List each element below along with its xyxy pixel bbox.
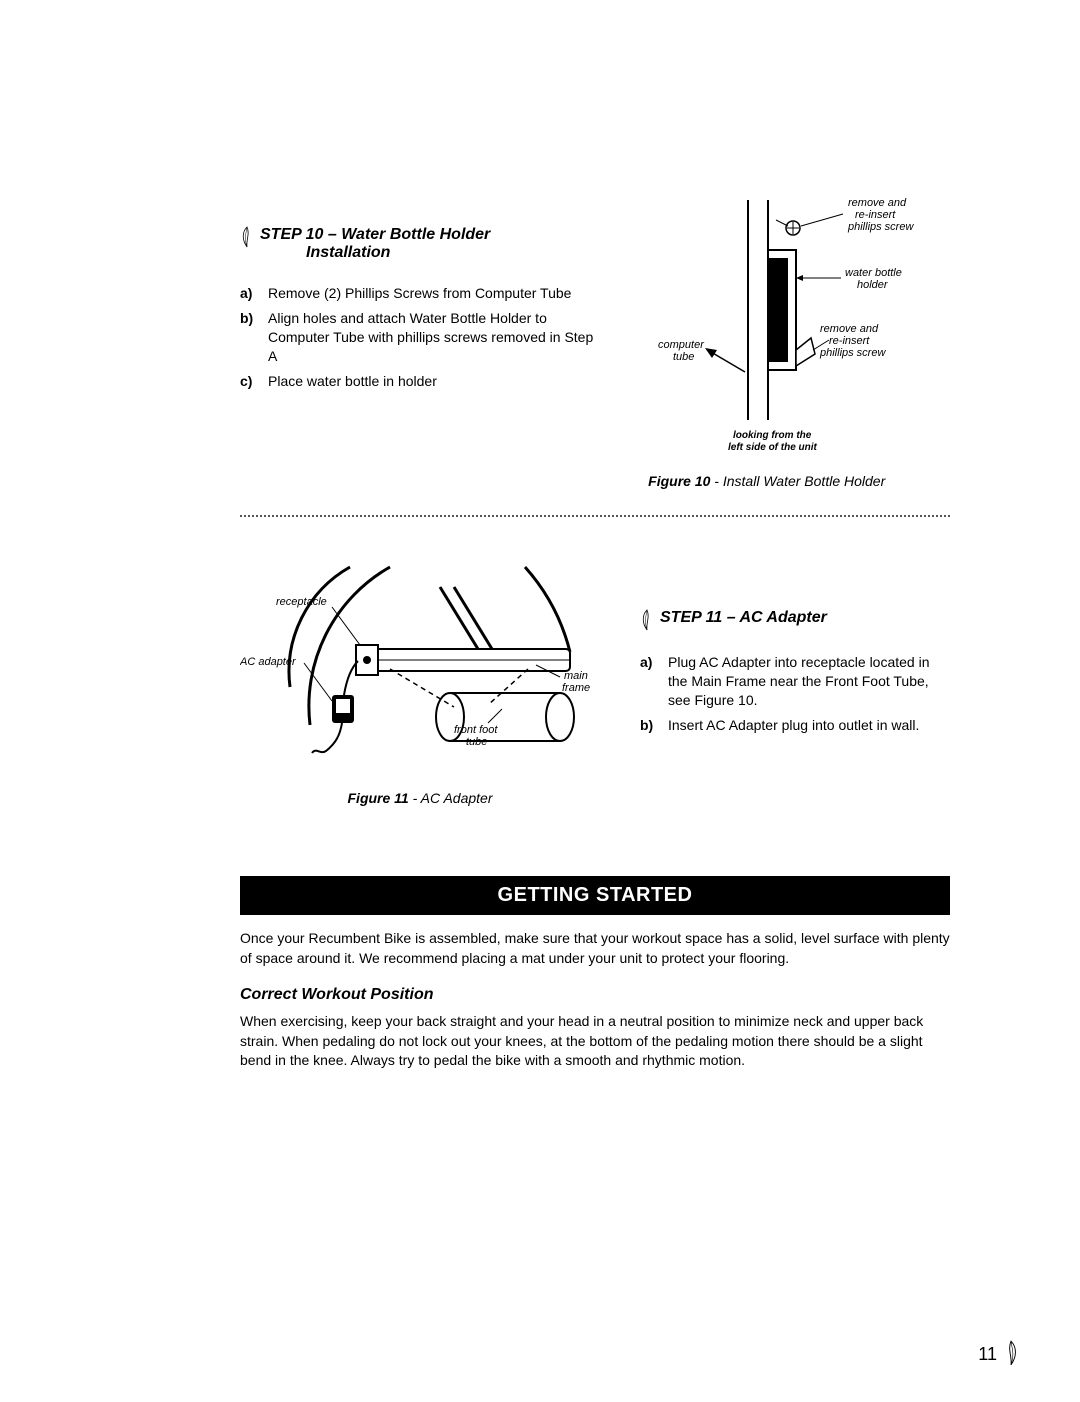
step11-text: STEP 11 – AC Adapter a) Plug AC Adapter …: [640, 557, 950, 741]
label: phillips screw: [819, 347, 886, 359]
page-number-text: 11: [978, 1344, 997, 1364]
page-number: 11: [978, 1340, 1020, 1366]
figure11: receptacle AC adapter main frame front f…: [240, 557, 600, 806]
step11-title: STEP 11 – AC Adapter: [660, 609, 827, 627]
item-text: Insert AC Adapter plug into outlet in wa…: [668, 716, 919, 735]
item-text: Align holes and attach Water Bottle Hold…: [268, 309, 603, 366]
leaf-icon: [1002, 1340, 1020, 1366]
step10-text: STEP 10 – Water Bottle Holder Installati…: [240, 190, 603, 489]
figure10-svg: remove and re-insert phillips screw wate…: [643, 190, 943, 460]
label: receptacle: [276, 596, 327, 608]
label: water bottle: [845, 267, 902, 279]
caption-rest: - Install Water Bottle Holder: [710, 473, 885, 489]
getting-started-para1: Once your Recumbent Bike is assembled, m…: [240, 929, 950, 968]
step10-title: STEP 10 – Water Bottle Holder Installati…: [260, 226, 490, 262]
item-letter: a): [640, 653, 660, 710]
figure10: remove and re-insert phillips screw wate…: [643, 190, 950, 489]
getting-started-para2: When exercising, keep your back straight…: [240, 1012, 950, 1071]
step10-list: a) Remove (2) Phillips Screws from Compu…: [240, 284, 603, 390]
caption-bold: Figure 10: [648, 473, 710, 489]
label: remove and: [848, 197, 907, 209]
label: remove and: [820, 323, 879, 335]
figure10-caption: Figure 10 - Install Water Bottle Holder: [583, 473, 950, 489]
label: tube: [466, 736, 487, 748]
list-item: b) Align holes and attach Water Bottle H…: [240, 309, 603, 366]
caption-rest: - AC Adapter: [409, 790, 493, 806]
step11-section: receptacle AC adapter main frame front f…: [240, 557, 950, 806]
list-item: a) Remove (2) Phillips Screws from Compu…: [240, 284, 603, 303]
label: re-insert: [829, 335, 870, 347]
label: front foot: [454, 724, 498, 736]
step10-title-line2: Installation: [260, 244, 490, 262]
leaf-icon: [240, 226, 254, 248]
caption-bold: Figure 11: [348, 790, 409, 806]
item-text: Remove (2) Phillips Screws from Computer…: [268, 284, 571, 303]
label: holder: [857, 279, 889, 291]
label: left side of the unit: [728, 442, 818, 453]
label: looking from the: [733, 430, 812, 441]
label: computer: [658, 339, 705, 351]
list-item: b) Insert AC Adapter plug into outlet in…: [640, 716, 950, 735]
divider: [240, 515, 950, 517]
getting-started-bar: GETTING STARTED: [240, 876, 950, 915]
label: AC adapter: [240, 656, 297, 668]
step10-title-line1: STEP 10 – Water Bottle Holder: [260, 226, 490, 244]
list-item: c) Place water bottle in holder: [240, 372, 603, 391]
label: tube: [673, 351, 694, 363]
leaf-icon: [640, 609, 654, 631]
step11-list: a) Plug AC Adapter into receptacle locat…: [640, 653, 950, 735]
item-letter: a): [240, 284, 260, 303]
label: main: [564, 670, 588, 682]
label: re-insert: [855, 209, 896, 221]
label: frame: [562, 682, 590, 694]
item-text: Plug AC Adapter into receptacle located …: [668, 653, 950, 710]
step11-title-row: STEP 11 – AC Adapter: [640, 609, 950, 631]
item-text: Place water bottle in holder: [268, 372, 437, 391]
list-item: a) Plug AC Adapter into receptacle locat…: [640, 653, 950, 710]
item-letter: b): [240, 309, 260, 366]
figure11-caption: Figure 11 - AC Adapter: [240, 790, 600, 806]
item-letter: c): [240, 372, 260, 391]
step10-section: STEP 10 – Water Bottle Holder Installati…: [240, 190, 950, 489]
label: phillips screw: [847, 221, 914, 233]
item-letter: b): [640, 716, 660, 735]
correct-workout-head: Correct Workout Position: [240, 986, 950, 1004]
figure11-svg: receptacle AC adapter main frame front f…: [240, 557, 600, 777]
step10-title-row: STEP 10 – Water Bottle Holder Installati…: [240, 226, 603, 262]
